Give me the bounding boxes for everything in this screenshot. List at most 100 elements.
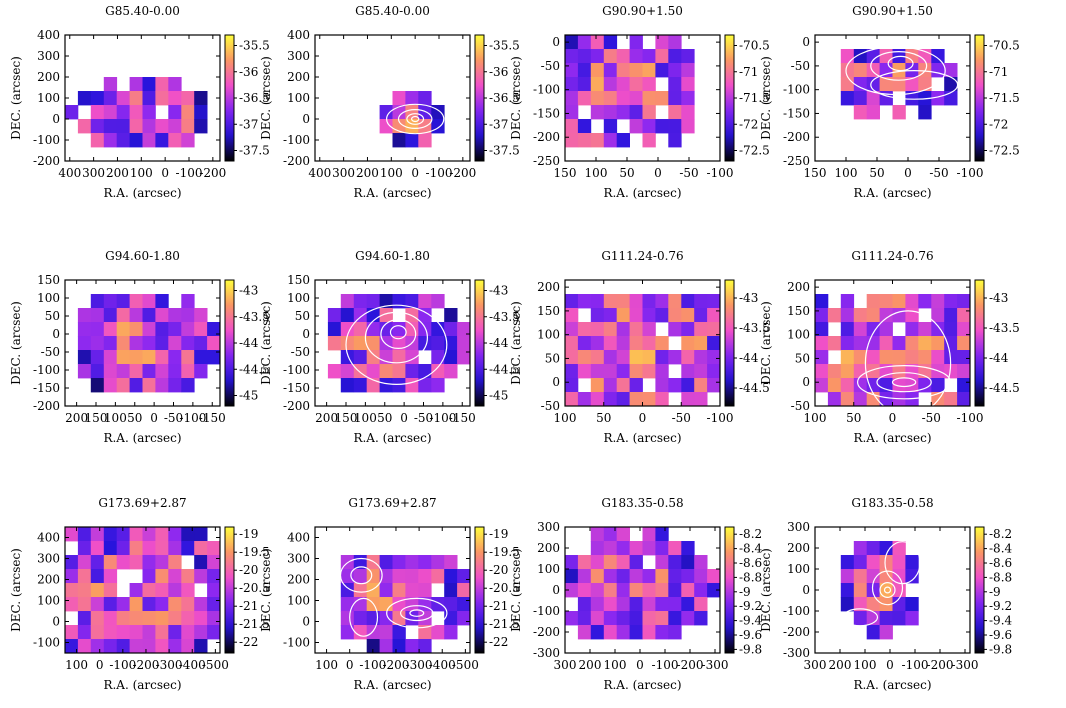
heat-cell xyxy=(418,322,432,337)
x-tick-label: 0 xyxy=(886,658,894,672)
heat-cell xyxy=(194,336,208,351)
heat-cell xyxy=(616,350,630,365)
heatmap-cells xyxy=(65,527,221,654)
heat-cell xyxy=(77,569,92,584)
heat-cell xyxy=(77,91,92,106)
colorbar-tick-label: -36 xyxy=(239,65,258,79)
heat-cell xyxy=(379,569,393,584)
heat-cell xyxy=(957,392,971,407)
heat-cell xyxy=(879,77,893,92)
panel-title: G94.60-1.80 xyxy=(105,249,180,263)
heat-cell xyxy=(681,611,695,626)
heat-cell xyxy=(642,49,656,64)
contour-line xyxy=(397,108,433,129)
heat-cell xyxy=(565,350,579,365)
colorbar-tick-label: -72 xyxy=(989,117,1008,131)
heat-cell xyxy=(77,583,92,598)
heat-cell xyxy=(116,378,130,393)
heat-cell xyxy=(603,133,618,148)
heat-cell xyxy=(905,611,919,626)
x-tick-label: 300 xyxy=(804,658,827,672)
heat-cell xyxy=(866,91,880,106)
x-axis-label: R.A. (arcsec) xyxy=(103,431,181,445)
heat-cell xyxy=(866,322,880,337)
heat-cell xyxy=(655,350,669,365)
heat-cell xyxy=(457,583,471,598)
heat-cell xyxy=(892,611,906,626)
heat-cell xyxy=(694,322,708,337)
heat-cell xyxy=(577,569,592,584)
colorbar-tick-label: -20.5 xyxy=(489,581,520,595)
heat-cell xyxy=(629,555,643,570)
heat-cell xyxy=(116,597,130,612)
y-tick-label: 300 xyxy=(37,49,60,63)
panel-title: G173.69+2.87 xyxy=(348,496,436,510)
colorbar-tick-label: -44 xyxy=(989,351,1009,365)
heat-cell xyxy=(103,378,118,393)
heat-cell xyxy=(90,378,105,393)
heat-cell xyxy=(840,77,855,92)
heat-cell xyxy=(707,569,721,584)
heat-cell xyxy=(418,105,432,120)
colorbar-tick-label: -9.6 xyxy=(989,628,1012,642)
heat-cell xyxy=(129,378,143,393)
heat-cell xyxy=(866,308,880,323)
heat-cell xyxy=(957,364,971,379)
heat-cell xyxy=(931,63,945,78)
heat-cell xyxy=(918,294,932,309)
heat-cell xyxy=(457,569,471,584)
x-tick-label: -100 xyxy=(176,166,203,180)
heat-cell xyxy=(668,583,682,598)
panel-title: G90.90+1.50 xyxy=(602,4,683,18)
heat-cell xyxy=(392,625,406,640)
heat-cell xyxy=(353,378,368,393)
heat-cell xyxy=(655,91,669,106)
y-tick-label: 100 xyxy=(37,91,60,105)
heat-cell xyxy=(616,105,630,120)
heat-cell xyxy=(155,336,169,351)
heat-cell xyxy=(77,555,92,570)
heat-cell xyxy=(879,322,893,337)
heat-cell xyxy=(892,105,906,120)
heat-cell xyxy=(418,625,432,640)
x-tick-label: -200 xyxy=(199,166,226,180)
heat-cell xyxy=(129,597,143,612)
heat-cell xyxy=(565,91,579,106)
x-tick-label: -150 xyxy=(199,411,226,425)
heat-cell xyxy=(577,133,592,148)
colorbar xyxy=(974,34,985,162)
heat-cell xyxy=(577,392,592,407)
heat-cell xyxy=(181,639,195,654)
heat-cell xyxy=(931,336,945,351)
heat-cell xyxy=(405,639,419,654)
panel-title: G94.60-1.80 xyxy=(355,249,430,263)
heat-cell xyxy=(431,364,445,379)
heat-cell xyxy=(353,294,368,309)
y-tick-label: -200 xyxy=(33,399,60,413)
y-tick-label: 100 xyxy=(37,594,60,608)
colorbar-tick-label: -71.5 xyxy=(739,91,770,105)
heat-cell xyxy=(379,611,393,626)
colorbar-tick-label: -8.8 xyxy=(989,570,1012,584)
heat-cell xyxy=(668,350,682,365)
heat-cell xyxy=(892,77,906,92)
heat-cell xyxy=(642,91,656,106)
heat-cell xyxy=(616,322,630,337)
colorbar-tick-label: -71 xyxy=(739,65,758,79)
heat-cell xyxy=(590,364,605,379)
y-tick-label: -300 xyxy=(533,646,560,660)
heat-cell xyxy=(577,364,592,379)
heat-cell xyxy=(116,350,130,365)
heat-cell xyxy=(142,294,156,309)
heat-cell xyxy=(668,555,682,570)
heat-cell xyxy=(418,91,432,106)
heat-cell xyxy=(892,541,906,556)
x-tick-label: 200 xyxy=(579,658,602,672)
heat-cell xyxy=(590,49,605,64)
heat-cell xyxy=(892,597,906,612)
heat-cell xyxy=(65,555,79,570)
heat-cell xyxy=(194,527,208,542)
x-tick-label: 100 xyxy=(854,658,877,672)
heat-cell xyxy=(405,91,419,106)
